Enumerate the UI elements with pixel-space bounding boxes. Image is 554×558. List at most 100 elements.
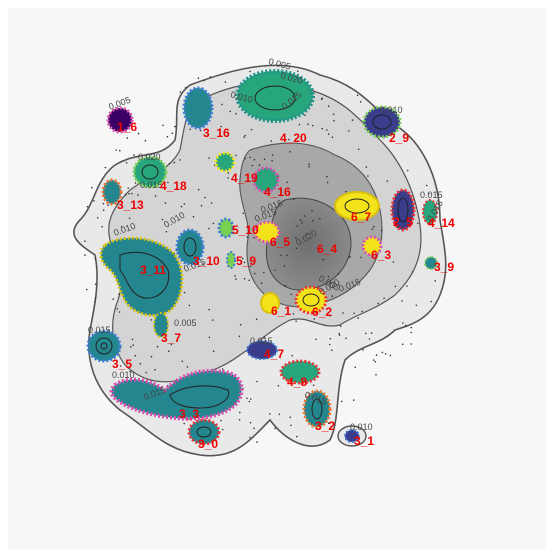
scatter-point — [104, 166, 107, 169]
scatter-point — [229, 110, 231, 113]
scatter-point — [312, 219, 314, 222]
scatter-point — [410, 331, 413, 334]
scatter-point — [311, 124, 314, 127]
scatter-point — [184, 86, 187, 89]
scatter-point — [102, 202, 105, 205]
scatter-point — [180, 205, 183, 208]
scatter-point — [345, 190, 347, 193]
scatter-point — [338, 334, 341, 336]
scatter-point — [394, 285, 397, 288]
blob-4-14 — [422, 199, 438, 225]
scatter-point — [402, 322, 404, 324]
blob-3-10 — [175, 228, 205, 266]
scatter-point — [244, 157, 247, 160]
scatter-point — [297, 70, 299, 73]
scatter-point — [243, 261, 246, 264]
scatter-point — [86, 205, 89, 208]
scatter-point — [221, 428, 224, 431]
scatter-point — [150, 319, 152, 321]
scatter-point — [327, 105, 330, 107]
scatter-point — [168, 162, 171, 165]
scatter-point — [166, 135, 169, 138]
scatter-point — [137, 194, 139, 196]
scatter-point — [253, 158, 256, 161]
cluster-label-4-8: 4_8 — [287, 375, 307, 389]
scatter-point — [94, 258, 97, 260]
scatter-point — [120, 226, 123, 228]
scatter-point — [253, 272, 256, 275]
scatter-point — [255, 318, 258, 321]
scatter-point — [186, 366, 189, 368]
scatter-point — [311, 210, 313, 212]
scatter-point — [203, 79, 205, 82]
blob-2-9 — [362, 105, 402, 139]
scatter-point — [292, 313, 295, 315]
scatter-point — [112, 298, 114, 300]
scatter-point — [116, 308, 118, 310]
scatter-point — [239, 324, 242, 326]
cluster-label-1-6: 1_6 — [117, 120, 137, 134]
scatter-point — [375, 354, 378, 356]
blob-4-16 — [252, 166, 280, 194]
blob-3-5 — [86, 329, 122, 363]
contour-level-label: 0.015 — [250, 336, 273, 346]
scatter-point — [277, 175, 280, 177]
scatter-point — [357, 317, 360, 319]
cluster-label-3-16: 3_16 — [203, 126, 230, 140]
scatter-point — [124, 193, 127, 196]
scatter-point — [274, 427, 276, 430]
scatter-point — [94, 283, 97, 286]
cluster-label-4-18: 4_18 — [160, 179, 187, 193]
scatter-point — [137, 132, 140, 135]
scatter-point — [168, 350, 170, 353]
scatter-point — [308, 163, 310, 166]
blob-4-19 — [214, 151, 236, 173]
scatter-point — [221, 368, 224, 370]
scatter-point — [338, 332, 340, 335]
scatter-point — [118, 311, 121, 313]
cluster-label-6-4: 6_4 — [317, 242, 337, 256]
scatter-point — [101, 225, 103, 228]
scatter-point — [128, 192, 130, 195]
cluster-label-3-1: 3_1 — [354, 434, 374, 448]
scatter-point — [211, 319, 214, 321]
scatter-point — [386, 180, 389, 182]
cluster-label-3-3: 3_3 — [179, 407, 199, 421]
scatter-point — [94, 297, 97, 299]
scatter-point — [234, 275, 236, 277]
scatter-point — [256, 441, 258, 443]
blob-6-2 — [294, 285, 328, 315]
blob-3-3 — [109, 368, 244, 421]
scatter-point — [322, 258, 325, 261]
scatter-point — [370, 332, 373, 334]
cluster-label-6-3: 6_3 — [371, 248, 391, 262]
scatter-point — [337, 272, 340, 275]
scatter-point — [271, 159, 273, 162]
cluster-blobs — [86, 69, 438, 446]
scatter-point — [348, 130, 350, 132]
scatter-point — [289, 151, 291, 153]
contour-level-label: 0.015 — [420, 190, 443, 200]
cluster-label-3-2: 3_2 — [315, 419, 335, 433]
scatter-point — [134, 354, 137, 357]
scatter-point — [220, 125, 222, 128]
scatter-point — [202, 263, 204, 265]
scatter-point — [274, 269, 276, 272]
cluster-label-4-14: 4_14 — [428, 216, 455, 230]
scatter-point — [319, 217, 321, 220]
scatter-point — [150, 355, 153, 358]
scatter-point — [327, 133, 330, 135]
scatter-point — [365, 166, 368, 168]
scatter-point — [345, 337, 347, 340]
scatter-point — [321, 127, 324, 130]
scatter-point — [281, 194, 283, 197]
scatter-point — [162, 124, 164, 127]
scatter-point — [406, 169, 409, 172]
cluster-label-4-19: 4_19 — [231, 171, 258, 185]
scatter-point — [368, 338, 371, 340]
scatter-point — [256, 380, 258, 383]
scatter-point — [128, 217, 131, 220]
scatter-point — [118, 293, 120, 295]
scatter-point — [210, 202, 213, 204]
